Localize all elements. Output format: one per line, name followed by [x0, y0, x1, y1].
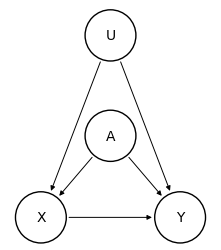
- Ellipse shape: [85, 111, 136, 162]
- Ellipse shape: [85, 11, 136, 62]
- Text: U: U: [105, 29, 116, 43]
- Text: A: A: [106, 129, 115, 143]
- Ellipse shape: [155, 192, 206, 243]
- Ellipse shape: [15, 192, 66, 243]
- Text: Y: Y: [176, 210, 184, 224]
- Text: X: X: [36, 210, 46, 224]
